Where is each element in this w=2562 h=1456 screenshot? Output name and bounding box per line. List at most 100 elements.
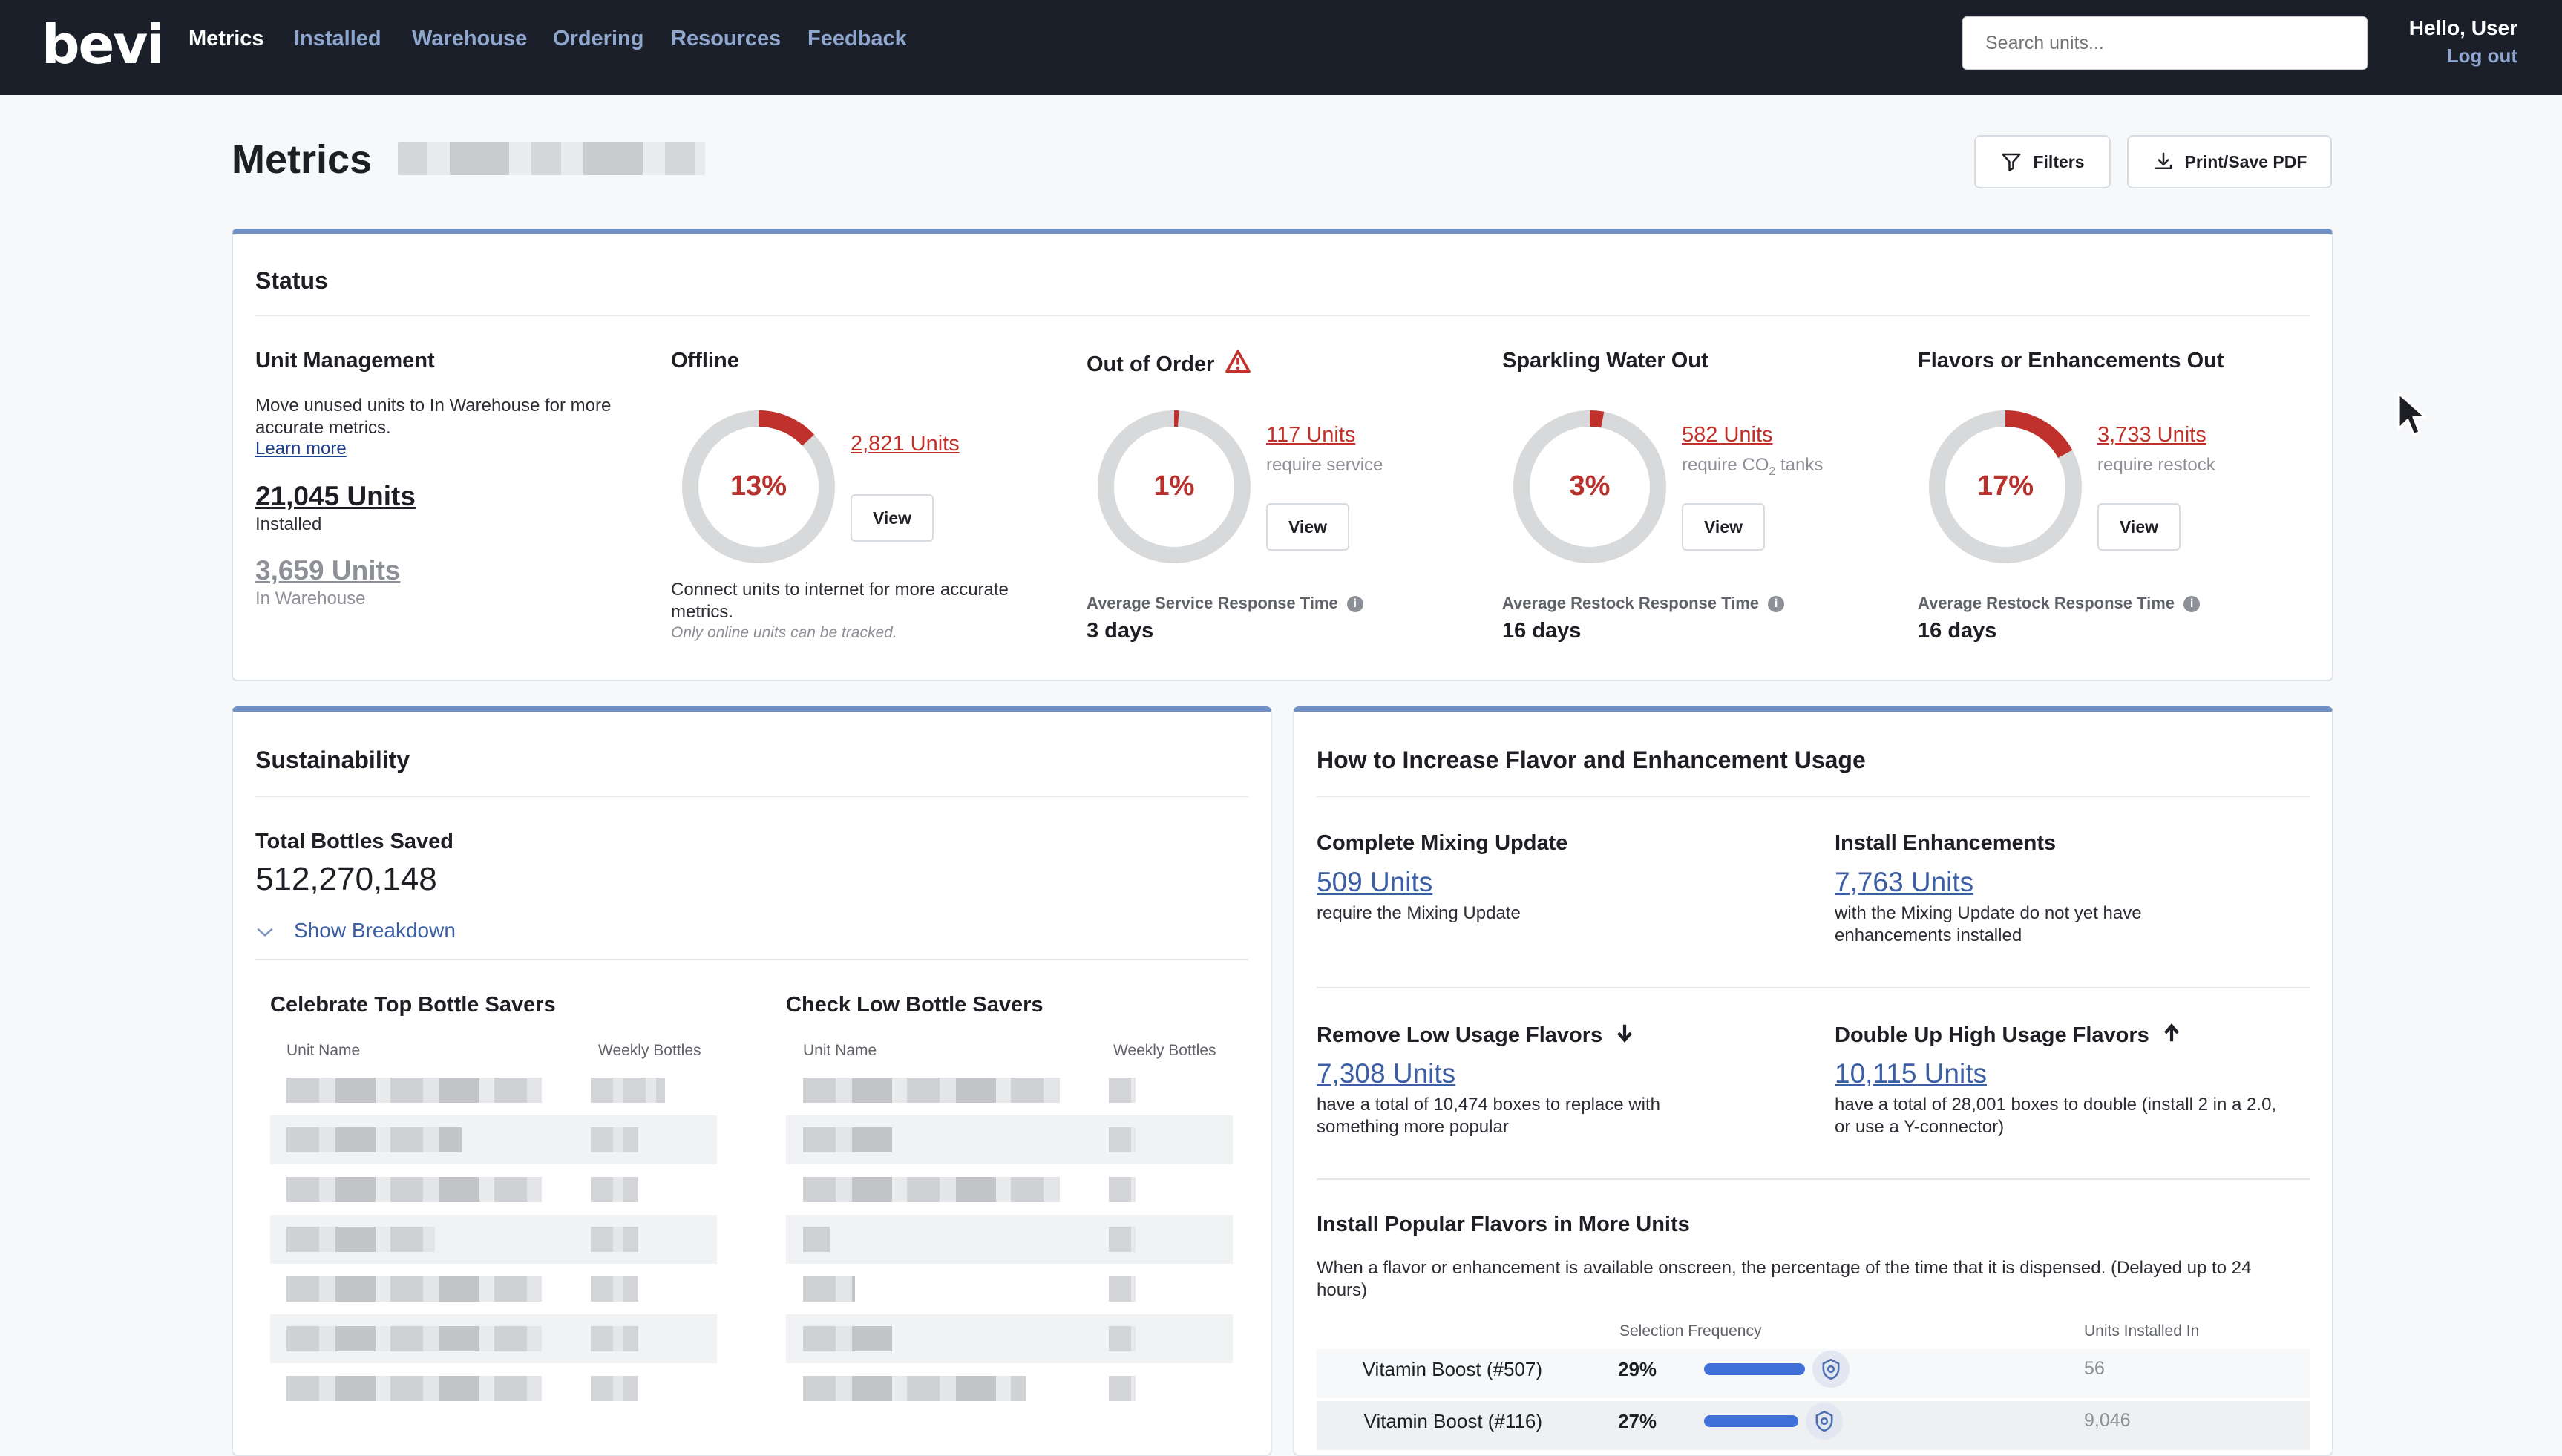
page-title: Metrics: [232, 137, 373, 182]
popular-flavors-title: Install Popular Flavors in More Units: [1317, 1213, 1690, 1236]
flavors-view-button[interactable]: View: [2097, 503, 2181, 551]
low-savers-title: Check Low Bottle Savers: [786, 993, 1044, 1017]
learn-more-link[interactable]: Learn more: [255, 439, 347, 459]
redacted-unit-name[interactable]: [803, 1326, 892, 1351]
redacted-unit-name[interactable]: [803, 1127, 892, 1152]
redacted-weekly-bottles: [1109, 1078, 1136, 1103]
units-installed-value: 9,046: [2084, 1410, 2131, 1431]
nav-warehouse[interactable]: Warehouse: [412, 27, 528, 50]
divider: [255, 959, 1248, 960]
offline-units-link[interactable]: 2,821 Units: [851, 432, 960, 456]
sparkling-view-button[interactable]: View: [1682, 503, 1765, 551]
nav-metrics[interactable]: Metrics: [189, 27, 264, 50]
units-installed-value: 56: [2084, 1358, 2105, 1379]
sparkling-sub-post: tanks: [1775, 455, 1824, 475]
redacted-weekly-bottles: [1109, 1127, 1136, 1152]
installed-units-link[interactable]: 21,045 Units: [255, 481, 416, 511]
divider: [1317, 1178, 2310, 1180]
arrow-up-icon: [2163, 1023, 2179, 1042]
redacted-unit-name[interactable]: [286, 1177, 542, 1202]
offline-percent: 13%: [730, 470, 787, 502]
flavor-name: Vitamin Boost (#116): [1363, 1410, 1542, 1432]
flavors-sub: require restock: [2097, 455, 2215, 475]
mixing-units-link[interactable]: 509 Units: [1317, 867, 1433, 897]
redacted-unit-name[interactable]: [803, 1177, 1060, 1202]
offline-title: Offline: [671, 349, 739, 373]
redacted-weekly-bottles: [591, 1276, 638, 1302]
redacted-unit-name[interactable]: [803, 1276, 855, 1302]
offline-view-button[interactable]: View: [851, 494, 934, 542]
flavors-percent: 17%: [1976, 470, 2034, 502]
sparkling-percent: 3%: [1569, 470, 1611, 502]
out-of-order-view-button[interactable]: View: [1266, 503, 1349, 551]
offline-note: Connect units to internet for more accur…: [671, 580, 1009, 622]
sparkling-sub-sub: 2: [1769, 465, 1776, 478]
redacted-account-name: [398, 142, 705, 175]
status-card: [232, 229, 2333, 681]
flavors-units-link[interactable]: 3,733 Units: [2097, 423, 2206, 447]
out-of-order-units-link[interactable]: 117 Units: [1266, 423, 1356, 447]
flavors-out-title: Flavors or Enhancements Out: [1918, 349, 2224, 373]
divider: [1317, 987, 2310, 988]
info-icon[interactable]: i: [2183, 596, 2201, 613]
table-row-stripe: [786, 1215, 1233, 1264]
out-of-order-donut: [1098, 410, 1251, 563]
low-col-weekly: Weekly Bottles: [1113, 1042, 1216, 1059]
redacted-weekly-bottles: [1109, 1276, 1136, 1302]
status-title: Status: [255, 267, 328, 294]
warning-icon: [1225, 350, 1251, 373]
service-response-label: Average Service Response Time i: [1087, 594, 1363, 613]
divider: [1317, 796, 2310, 797]
redacted-weekly-bottles: [591, 1376, 638, 1401]
redacted-unit-name[interactable]: [286, 1127, 462, 1152]
flavor-frequency: 27%: [1618, 1410, 1657, 1432]
redacted-weekly-bottles: [591, 1227, 638, 1252]
sparkling-units-link[interactable]: 582 Units: [1682, 423, 1773, 447]
show-breakdown-toggle[interactable]: Show Breakdown: [255, 919, 456, 942]
bevi-logo[interactable]: bevi: [42, 13, 165, 76]
service-response-value: 3 days: [1087, 619, 1154, 643]
info-icon[interactable]: i: [1768, 596, 1785, 613]
nav-ordering[interactable]: Ordering: [553, 27, 644, 50]
redacted-unit-name[interactable]: [286, 1227, 435, 1252]
redacted-unit-name[interactable]: [803, 1376, 1026, 1401]
top-savers-title: Celebrate Top Bottle Savers: [270, 993, 556, 1017]
redacted-unit-name[interactable]: [286, 1276, 542, 1302]
warehouse-label: In Warehouse: [255, 588, 366, 609]
chevron-down-icon: [257, 928, 273, 937]
increase-usage-title: How to Increase Flavor and Enhancement U…: [1317, 747, 1866, 773]
redacted-weekly-bottles: [1109, 1376, 1136, 1401]
redacted-unit-name[interactable]: [286, 1326, 542, 1351]
redacted-unit-name[interactable]: [803, 1078, 1060, 1103]
double-up-label: Double Up High Usage Flavors: [1835, 1023, 2149, 1047]
warehouse-units-link[interactable]: 3,659 Units: [255, 555, 401, 586]
remove-units-link[interactable]: 7,308 Units: [1317, 1058, 1456, 1089]
redacted-unit-name[interactable]: [286, 1376, 542, 1401]
flavors-response-text: Average Restock Response Time: [1918, 594, 2175, 612]
mouse-cursor-icon: [2397, 392, 2427, 436]
popular-flavors-desc: When a flavor or enhancement is availabl…: [1317, 1258, 2252, 1300]
frequency-bar: [1704, 1415, 1798, 1427]
print-pdf-button[interactable]: Print/Save PDF: [2127, 135, 2332, 188]
top-col-weekly: Weekly Bottles: [598, 1042, 701, 1059]
redacted-weekly-bottles: [591, 1078, 665, 1103]
divider: [255, 315, 2310, 316]
increase-usage-card: [1293, 706, 2333, 1456]
sparkling-response-text: Average Restock Response Time: [1502, 594, 1760, 612]
mixing-desc: require the Mixing Update: [1317, 903, 1521, 923]
info-icon[interactable]: i: [1346, 596, 1363, 613]
nav-installed[interactable]: Installed: [294, 27, 381, 50]
nav-feedback[interactable]: Feedback: [807, 27, 907, 50]
search-input[interactable]: [1962, 16, 2368, 70]
enhancements-units-link[interactable]: 7,763 Units: [1835, 867, 1974, 897]
nav-resources[interactable]: Resources: [671, 27, 782, 50]
out-of-order-percent: 1%: [1153, 470, 1195, 502]
double-units-link[interactable]: 10,115 Units: [1835, 1058, 1987, 1089]
redacted-weekly-bottles: [591, 1326, 638, 1351]
total-bottles-value: 512,270,148: [255, 861, 437, 897]
redacted-unit-name[interactable]: [286, 1078, 542, 1103]
redacted-weekly-bottles: [1109, 1227, 1136, 1252]
filters-button[interactable]: Filters: [1974, 135, 2111, 188]
redacted-unit-name[interactable]: [803, 1227, 830, 1252]
logout-link[interactable]: Log out: [2446, 45, 2517, 67]
